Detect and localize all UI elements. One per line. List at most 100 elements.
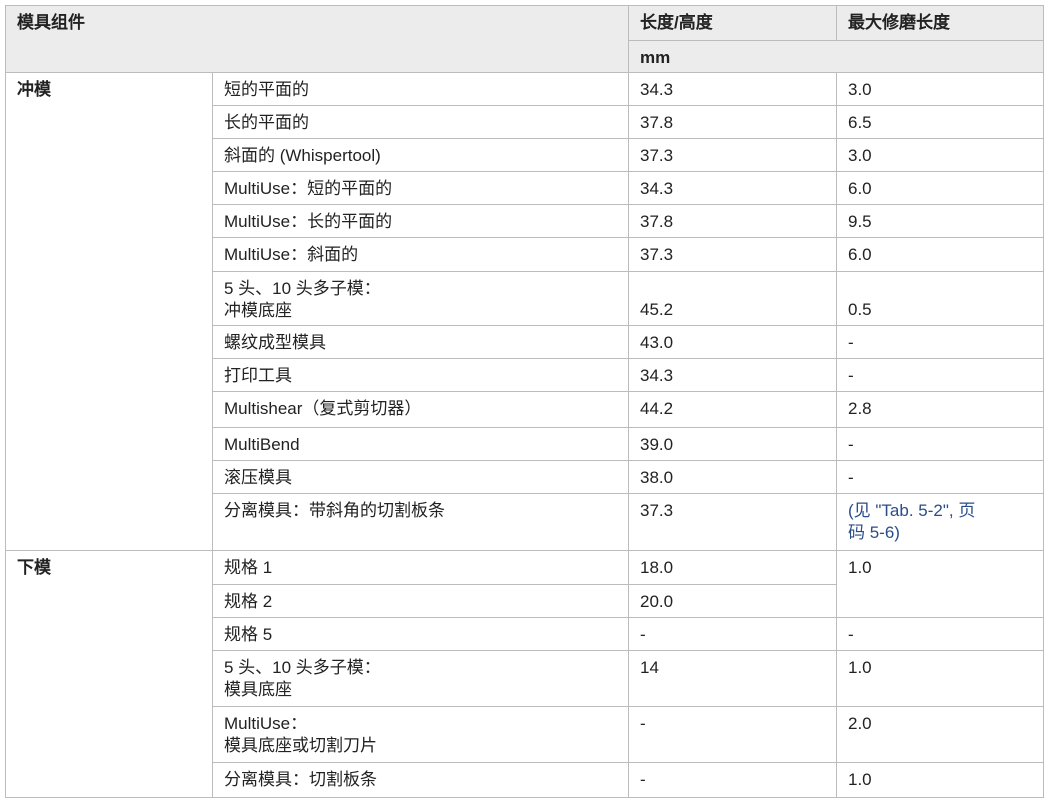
- max-grind-cell: 0.5: [836, 271, 1044, 326]
- length-cell: 34.3: [628, 72, 837, 106]
- length-cell: 14: [628, 650, 837, 707]
- max-grind-cell: 2.8: [836, 391, 1044, 428]
- length-cell: 37.8: [628, 105, 837, 139]
- component-text: 分离模具：带斜角的切割板条: [224, 501, 445, 520]
- max-grind-cell: 6.0: [836, 237, 1044, 272]
- component-text: 分离模具：切割板条: [224, 770, 377, 789]
- component-text: MultiUse：短的平面的: [224, 179, 393, 198]
- component-text: 5 头、10 头多子模：: [224, 279, 381, 298]
- table-row: 长的平面的 37.8 6.5: [6, 105, 1044, 139]
- table-row: 滚压模具 38.0-: [6, 460, 1044, 494]
- length-cell: 37.3: [628, 138, 837, 172]
- component-text: 冲模底座: [224, 301, 292, 320]
- table-row: 冲模 短的平面的 34.3 3.0: [5, 72, 1044, 551]
- header-component: 模具组件: [5, 5, 629, 73]
- component-cell: 分离模具：带斜角的切割板条: [212, 493, 629, 551]
- component-text: 规格 2: [224, 592, 273, 611]
- component-text: 5 头、10 头多子模：: [224, 658, 381, 677]
- table-row: 下模 规格 1 18.0 1.0: [5, 550, 1044, 798]
- length-cell: 37.3: [628, 237, 837, 272]
- header-unit: mm: [628, 40, 1044, 73]
- table-row: 5 头、10 头多子模： 冲模底座 45.2 0.5: [6, 271, 1044, 326]
- table-row: 分离模具：切割板条 -1.0: [6, 762, 1044, 798]
- table-row: 螺纹成型模具 43.0-: [6, 325, 1044, 359]
- length-cell: 38.0: [628, 460, 837, 494]
- length-cell: 37.3: [628, 493, 837, 551]
- component-cell: 短的平面的: [212, 72, 629, 106]
- length-cell: 37.8: [628, 204, 837, 238]
- component-text: 斜面的 (Whispertool): [224, 146, 381, 165]
- component-cell: MultiUse： 模具底座或切割刀片: [212, 706, 629, 763]
- category-cell: 冲模: [5, 72, 213, 551]
- component-text: Multishear（复式剪切器）: [224, 399, 422, 418]
- max-grind-cell: 1.0: [836, 650, 1044, 707]
- length-cell: -: [628, 762, 837, 798]
- component-text: MultiUse：斜面的: [224, 245, 359, 264]
- component-cell: 斜面的 (Whispertool): [212, 138, 629, 172]
- max-grind-cell: -: [836, 325, 1044, 359]
- table-reference-link[interactable]: (见 "Tab. 5-2", 页: [848, 501, 976, 520]
- length-cell: -: [628, 706, 837, 763]
- max-grind-cell: 6.0: [836, 171, 1044, 205]
- component-cell: Multishear（复式剪切器）: [212, 391, 629, 428]
- component-text: MultiUse：: [224, 714, 308, 733]
- table-row: Multishear（复式剪切器） 44.2 2.8: [6, 391, 1044, 428]
- component-cell: 分离模具：切割板条: [212, 762, 629, 798]
- component-text: 模具底座或切割刀片: [224, 736, 377, 755]
- length-cell: 45.2: [628, 271, 837, 326]
- table-row: MultiUse：短的平面的 34.3 6.0: [6, 171, 1044, 205]
- table-row: MultiBend 39.0-: [6, 427, 1044, 461]
- max-grind-cell: 3.0: [836, 72, 1044, 106]
- table-row: 斜面的 (Whispertool) 37.3 3.0: [6, 138, 1044, 172]
- component-cell: MultiUse：长的平面的: [212, 204, 629, 238]
- length-cell: 44.2: [628, 391, 837, 428]
- length-cell: 18.0: [628, 550, 837, 585]
- max-grind-cell: 9.5: [836, 204, 1044, 238]
- max-grind-cell: -: [836, 358, 1044, 392]
- header-length: 长度/高度: [628, 5, 837, 41]
- component-cell: MultiUse：短的平面的: [212, 171, 629, 205]
- length-cell: -: [628, 617, 837, 651]
- table-row: MultiUse： 模具底座或切割刀片 -2.0: [6, 706, 1044, 763]
- table-row: MultiUse：长的平面的 37.8 9.5: [6, 204, 1044, 238]
- component-cell: 打印工具: [212, 358, 629, 392]
- component-text: 规格 1: [224, 558, 273, 577]
- component-cell: 规格 2: [212, 584, 629, 618]
- component-text: 短的平面的: [224, 80, 309, 99]
- length-cell: 34.3: [628, 358, 837, 392]
- max-grind-cell: -: [836, 427, 1044, 461]
- component-cell: 规格 1: [212, 550, 629, 585]
- header-max-grind: 最大修磨长度: [836, 5, 1044, 41]
- length-cell: 43.0: [628, 325, 837, 359]
- table-row: 打印工具 34.3-: [6, 358, 1044, 392]
- component-text: MultiUse：长的平面的: [224, 212, 393, 231]
- table-row: 分离模具：带斜角的切割板条 37.3 (见 "Tab. 5-2", 页码 5-6): [6, 493, 1044, 551]
- component-text: 模具底座: [224, 680, 292, 699]
- component-cell: 5 头、10 头多子模： 冲模底座: [212, 271, 629, 326]
- max-grind-cell: 6.5: [836, 105, 1044, 139]
- max-grind-cell: 1.0: [836, 762, 1044, 798]
- max-grind-cell: -: [836, 617, 1044, 651]
- length-cell: 20.0: [628, 584, 837, 618]
- component-text: 规格 5: [224, 625, 273, 644]
- component-text: MultiBend: [224, 435, 300, 454]
- component-cell: 长的平面的: [212, 105, 629, 139]
- table-row: 规格 5 --: [6, 617, 1044, 651]
- max-grind-cell: 3.0: [836, 138, 1044, 172]
- component-cell: 规格 5: [212, 617, 629, 651]
- component-text: 长的平面的: [224, 113, 309, 132]
- component-cell: 螺纹成型模具: [212, 325, 629, 359]
- component-cell: 滚压模具: [212, 460, 629, 494]
- table-row: MultiUse：斜面的 37.3 6.0: [6, 237, 1044, 272]
- component-cell: MultiBend: [212, 427, 629, 461]
- length-cell: 39.0: [628, 427, 837, 461]
- length-cell: 34.3: [628, 171, 837, 205]
- category-cell: 下模: [5, 550, 213, 798]
- die-component-table: 模具组件 长度/高度 最大修磨长度 mm 冲模 短的平面的 34.3 3.0 长的平面的…: [5, 5, 1044, 798]
- max-grind-cell: 2.0: [836, 706, 1044, 763]
- component-text: 螺纹成型模具: [224, 333, 326, 352]
- max-grind-cell[interactable]: (见 "Tab. 5-2", 页码 5-6): [836, 493, 1044, 551]
- component-text: 打印工具: [224, 366, 292, 385]
- table-reference-link[interactable]: 码 5-6): [848, 523, 900, 542]
- component-cell: 5 头、10 头多子模： 模具底座: [212, 650, 629, 707]
